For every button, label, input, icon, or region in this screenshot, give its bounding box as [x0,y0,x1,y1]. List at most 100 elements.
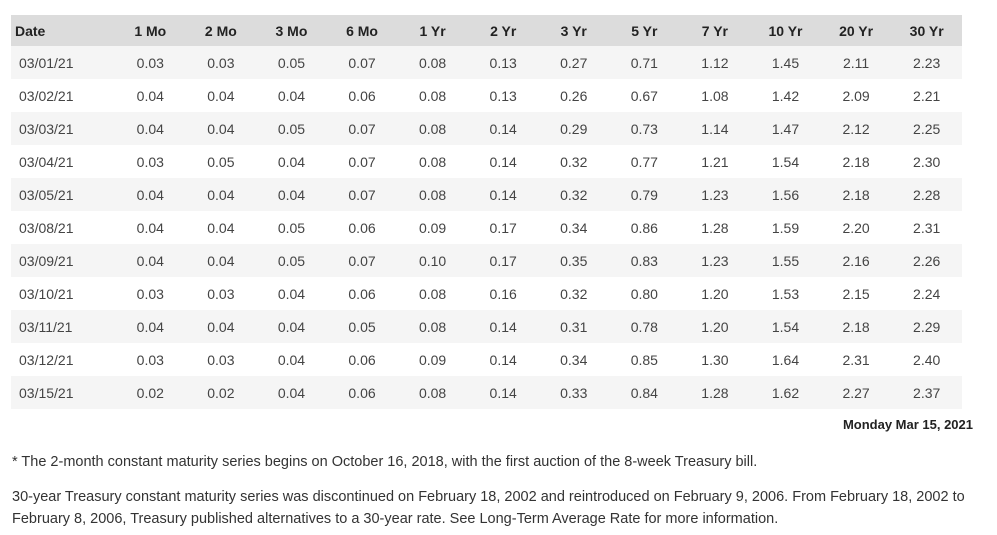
table-row: 03/09/21 0.04 0.04 0.05 0.07 0.10 0.17 0.35 0.83… [11,244,962,277]
column-header: 5 Yr [609,15,680,46]
rate-cell: 0.35 [538,244,610,277]
rate-cell: 1.62 [750,376,821,409]
rate-cell: 2.37 [891,376,962,409]
rate-cell: 0.10 [397,244,468,277]
rate-cell: 2.24 [913,285,941,302]
rate-cell: 2.12 [820,112,892,145]
table-row: 03/03/21 0.04 0.04 0.05 0.07 0.08 0.14 0.29 0.73… [11,112,962,145]
rate-cell: 0.79 [609,178,680,211]
rate-cell: 0.73 [609,112,680,145]
rate-cell: 1.20 [701,285,729,302]
rate-cell: 1.23 [679,244,751,277]
rate-cell: 0.05 [207,153,235,170]
rate-cell: 0.27 [538,46,610,79]
column-header: 3 Mo [256,15,327,46]
rate-cell: 0.03 [136,285,164,302]
rate-cell: 0.04 [185,178,257,211]
rate-cell: 0.04 [185,112,257,145]
date-cell: 03/12/21 [19,351,74,368]
rate-cell: 0.05 [277,219,306,236]
rate-cell: 0.08 [397,46,468,79]
rate-cell: 0.03 [207,351,235,368]
rate-cell: 1.64 [771,351,800,368]
date-cell: 03/10/21 [19,285,74,302]
rate-cell: 2.25 [891,112,962,145]
rate-cell: 2.31 [842,351,870,368]
rate-cell: 0.02 [115,376,186,409]
date-cell: 03/08/21 [19,219,74,236]
rate-cell: 0.07 [326,178,398,211]
rate-cell: 2.18 [842,153,870,170]
as-of-date: Monday Mar 15, 2021 [842,417,973,432]
date-cell: 03/02/21 [19,87,74,104]
rate-cell: 0.06 [348,219,376,236]
rate-cell: 1.42 [771,87,800,104]
rate-cell: 0.04 [256,178,327,211]
rate-cell: 0.04 [115,310,186,343]
rate-cell: 1.30 [701,351,729,368]
rate-cell: 2.26 [891,244,962,277]
date-cell: 03/05/21 [11,178,115,211]
column-header: 10 Yr [750,15,821,46]
rate-cell: 0.14 [467,112,539,145]
table-row: 03/05/21 0.04 0.04 0.04 0.07 0.08 0.14 0.32 0.79… [11,178,962,211]
column-header: 2 Yr [467,15,539,46]
rate-cell: 1.21 [701,153,729,170]
rate-cell: 0.04 [115,244,186,277]
rate-cell: 1.55 [750,244,821,277]
rate-cell: 1.59 [771,219,800,236]
rate-cell: 0.33 [538,376,610,409]
rate-cell: 0.05 [326,310,398,343]
rate-cell: 0.04 [207,87,235,104]
rate-cell: 0.14 [489,351,517,368]
rate-cell: 0.07 [326,112,398,145]
rate-cell: 0.05 [256,244,327,277]
date-cell: 03/01/21 [11,46,115,79]
rate-cell: 2.18 [820,310,892,343]
rate-cell: 2.11 [820,46,892,79]
date-cell: 03/04/21 [19,153,74,170]
table-row: 03/02/21 0.04 0.04 0.04 0.06 0.08 0.13 0.26 0.67… [11,79,962,112]
rate-cell: 0.04 [115,178,186,211]
table-row: 03/11/21 0.04 0.04 0.04 0.05 0.08 0.14 0.31 0.78… [11,310,962,343]
rate-cell: 1.54 [771,153,800,170]
rate-cell: 0.07 [326,46,398,79]
column-header: 20 Yr [820,15,892,46]
rate-cell: 0.03 [136,351,164,368]
rate-cell: 0.04 [277,351,306,368]
rate-cell: 0.77 [630,153,658,170]
rate-cell: 0.06 [326,376,398,409]
rate-cell: 0.05 [256,112,327,145]
rate-cell: 0.16 [489,285,517,302]
date-cell: 03/11/21 [11,310,115,343]
rate-cell: 0.32 [560,285,588,302]
rate-cell: 0.08 [418,285,447,302]
rate-cell: 0.14 [467,178,539,211]
rate-cell: 1.54 [750,310,821,343]
rate-cell: 0.08 [397,178,468,211]
rate-cell: 1.47 [750,112,821,145]
footnote: 30-year Treasury constant maturity serie… [12,489,965,527]
rate-cell: 0.06 [348,285,376,302]
rate-cell: 0.34 [560,351,588,368]
rate-cell: 0.04 [277,285,306,302]
rate-cell: 2.21 [913,87,941,104]
rate-cell: 0.03 [136,153,164,170]
rate-cell: 1.28 [701,219,729,236]
rate-cell: 1.20 [679,310,751,343]
rate-cell: 0.08 [418,87,447,104]
rate-cell: 0.04 [136,87,164,104]
rate-cell: 0.08 [397,310,468,343]
rate-cell: 0.32 [560,153,588,170]
rate-cell: 0.04 [207,219,235,236]
column-header: 1 Mo [115,15,186,46]
date-cell: 03/03/21 [11,112,115,145]
table-row: 03/08/21 0.04 0.04 0.05 0.06 0.09 0.17 0.34 0.86… [11,211,962,244]
rate-cell: 0.03 [115,46,186,79]
rate-cell: 0.04 [136,219,164,236]
rate-cell: 0.14 [467,376,539,409]
date-cell: 03/09/21 [11,244,115,277]
rate-cell: 0.02 [185,376,257,409]
rate-cell: 0.04 [277,87,306,104]
